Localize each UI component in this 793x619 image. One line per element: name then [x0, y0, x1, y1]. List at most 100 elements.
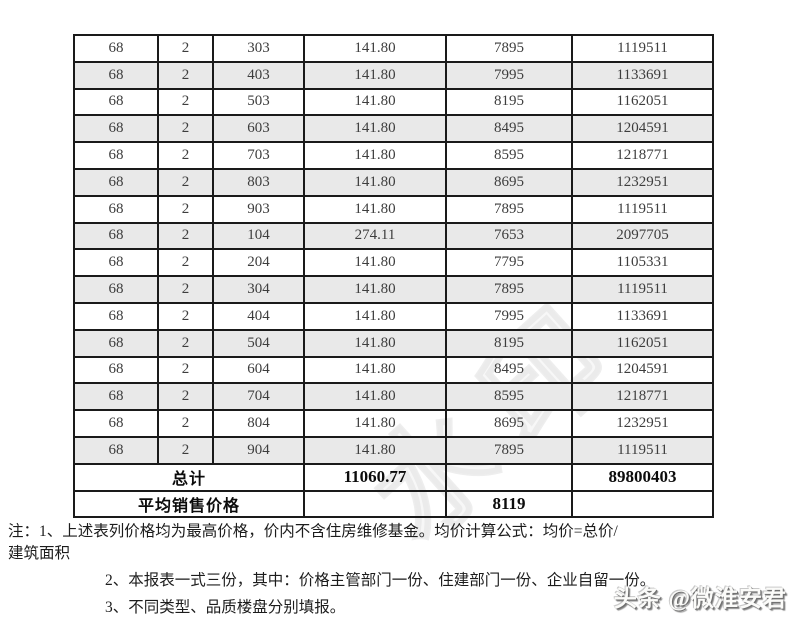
table-row: 68 2 303 141.80 7895 1119511 — [73, 34, 714, 63]
cell-total_price: 1133691 — [571, 301, 714, 331]
cell-building_no: 68 — [73, 382, 159, 412]
table-row: 68 2 604 141.80 8495 1204591 — [73, 355, 714, 385]
price-table-body: 68 2 303 141.80 7895 1119511 68 2 403 141.80 7995 1… — [73, 34, 714, 465]
price-table: 68 2 303 141.80 7895 1119511 68 2 403 141.80 7995 1… — [73, 34, 714, 519]
cell-building_no: 68 — [73, 194, 159, 224]
cell-unit_no: 2 — [157, 167, 214, 197]
average-total-empty — [571, 489, 714, 519]
cell-unit_price: 7895 — [445, 275, 573, 304]
cell-total_price: 1162051 — [571, 328, 714, 358]
cell-unit_price: 7895 — [445, 435, 573, 465]
cell-room_no: 903 — [212, 194, 305, 224]
table-row: 68 2 404 141.80 7995 1133691 — [73, 301, 714, 331]
cell-building_no: 68 — [73, 275, 159, 304]
note-item-3: 3、不同类型、品质楼盘分别填报。 — [105, 599, 346, 616]
cell-unit_price: 8195 — [445, 87, 573, 117]
cell-unit_no: 2 — [157, 382, 214, 412]
cell-total_price: 2097705 — [571, 221, 714, 251]
cell-total_price: 1119511 — [571, 34, 714, 63]
cell-room_no: 403 — [212, 60, 305, 90]
cell-building_no: 68 — [73, 221, 159, 251]
cell-total_price: 1232951 — [571, 167, 714, 197]
total-area-value: 11060.77 — [303, 462, 447, 492]
cell-room_no: 504 — [212, 328, 305, 358]
cell-building_no: 68 — [73, 355, 159, 385]
cell-total_price: 1133691 — [571, 60, 714, 90]
note-item-2: 2、本报表一式三份，其中：价格主管部门一份、住建部门一份、企业自留一份。 — [105, 572, 656, 589]
table-row: 68 2 503 141.80 8195 1162051 — [73, 87, 714, 117]
cell-unit_no: 2 — [157, 248, 214, 278]
cell-unit_no: 2 — [157, 221, 214, 251]
table-row: 68 2 704 141.80 8595 1218771 — [73, 382, 714, 412]
cell-building_no: 68 — [73, 167, 159, 197]
total-row: 总计 11060.77 89800403 — [73, 462, 714, 492]
cell-unit_price: 7895 — [445, 34, 573, 63]
table-row: 68 2 304 141.80 7895 1119511 — [73, 275, 714, 304]
cell-area: 141.80 — [303, 114, 447, 144]
cell-unit_price: 7653 — [445, 221, 573, 251]
cell-building_no: 68 — [73, 301, 159, 331]
cell-room_no: 904 — [212, 435, 305, 465]
cell-area: 141.80 — [303, 275, 447, 304]
cell-total_price: 1204591 — [571, 114, 714, 144]
cell-room_no: 604 — [212, 355, 305, 385]
cell-total_price: 1119511 — [571, 435, 714, 465]
cell-area: 141.80 — [303, 141, 447, 170]
cell-total_price: 1232951 — [571, 409, 714, 438]
cell-total_price: 1162051 — [571, 87, 714, 117]
price-table-summary: 总计 11060.77 89800403 平均销售价格 8119 — [73, 462, 714, 519]
cell-unit_no: 2 — [157, 34, 214, 63]
cell-unit_price: 7995 — [445, 60, 573, 90]
average-row-label: 平均销售价格 — [73, 489, 305, 519]
toutiao-author-watermark: 头条 @微淮安君 — [613, 586, 787, 611]
average-row: 平均销售价格 8119 — [73, 489, 714, 519]
cell-unit_price: 7995 — [445, 301, 573, 331]
cell-unit_no: 2 — [157, 275, 214, 304]
cell-area: 141.80 — [303, 194, 447, 224]
cell-total_price: 1218771 — [571, 141, 714, 170]
notes-block: 注：1、上述表列价格均为最高价格，价内不含住房维修基金。均价计算公式：均价=总价… — [8, 521, 786, 619]
cell-building_no: 68 — [73, 87, 159, 117]
table-row: 68 2 703 141.80 8595 1218771 — [73, 141, 714, 170]
table-row: 68 2 603 141.80 8495 1204591 — [73, 114, 714, 144]
cell-unit_price: 8195 — [445, 328, 573, 358]
cell-room_no: 404 — [212, 301, 305, 331]
cell-area: 141.80 — [303, 355, 447, 385]
table-row: 68 2 204 141.80 7795 1105331 — [73, 248, 714, 278]
cell-room_no: 304 — [212, 275, 305, 304]
table-row: 68 2 803 141.80 8695 1232951 — [73, 167, 714, 197]
cell-unit_no: 2 — [157, 328, 214, 358]
cell-unit_price: 8595 — [445, 382, 573, 412]
cell-unit_price: 7895 — [445, 194, 573, 224]
cell-room_no: 804 — [212, 409, 305, 438]
cell-area: 141.80 — [303, 248, 447, 278]
cell-total_price: 1105331 — [571, 248, 714, 278]
cell-area: 141.80 — [303, 328, 447, 358]
cell-building_no: 68 — [73, 409, 159, 438]
cell-room_no: 603 — [212, 114, 305, 144]
cell-area: 274.11 — [303, 221, 447, 251]
cell-building_no: 68 — [73, 60, 159, 90]
cell-unit_price: 8495 — [445, 355, 573, 385]
cell-room_no: 204 — [212, 248, 305, 278]
cell-unit_price: 7795 — [445, 248, 573, 278]
cell-building_no: 68 — [73, 328, 159, 358]
note-item-1-line-1: 注：1、上述表列价格均为最高价格，价内不含住房维修基金。均价计算公式：均价=总价… — [8, 523, 618, 540]
cell-unit_no: 2 — [157, 60, 214, 90]
cell-unit_no: 2 — [157, 194, 214, 224]
cell-building_no: 68 — [73, 34, 159, 63]
cell-unit_price: 8695 — [445, 167, 573, 197]
table-row: 68 2 504 141.80 8195 1162051 — [73, 328, 714, 358]
cell-area: 141.80 — [303, 87, 447, 117]
cell-unit_no: 2 — [157, 114, 214, 144]
total-row-label: 总计 — [73, 462, 305, 492]
note-item-1-line-2: 建筑面积 — [8, 545, 71, 562]
cell-unit_no: 2 — [157, 409, 214, 438]
cell-unit_no: 2 — [157, 355, 214, 385]
average-unit-price-value: 8119 — [445, 489, 573, 519]
cell-room_no: 803 — [212, 167, 305, 197]
cell-area: 141.80 — [303, 167, 447, 197]
cell-unit_price: 8495 — [445, 114, 573, 144]
cell-total_price: 1218771 — [571, 382, 714, 412]
cell-building_no: 68 — [73, 435, 159, 465]
